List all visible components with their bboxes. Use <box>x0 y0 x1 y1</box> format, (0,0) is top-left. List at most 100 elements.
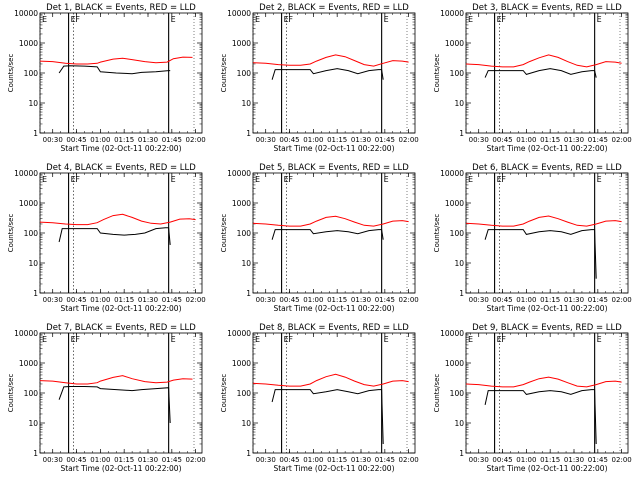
event-marker-label: E <box>384 15 389 24</box>
chart-title: Det 1, BLACK = Events, RED = LLD <box>46 3 196 13</box>
x-tick-label: 01:15 <box>540 296 560 304</box>
event-marker-label: E <box>597 15 602 24</box>
x-tick-label: 02:00 <box>612 296 632 304</box>
event-marker-label: E <box>71 175 76 184</box>
series-line-lld <box>465 215 622 227</box>
event-marker-label: E <box>468 15 473 24</box>
y-tick-label: 1 <box>246 289 251 298</box>
x-axis-label: Start Time (02-Oct-11 00:22:00) <box>273 464 394 473</box>
event-marker-label: E <box>42 335 47 344</box>
y-tick-label: 10 <box>454 99 464 108</box>
x-tick-label: 01:00 <box>303 296 323 304</box>
y-tick-label: 10000 <box>227 9 251 18</box>
y-axis-label: Counts/sec <box>7 214 15 253</box>
y-tick-label: 1000 <box>232 359 251 368</box>
x-tick-label: 00:45 <box>66 296 86 304</box>
y-tick-label: 10 <box>454 259 464 268</box>
x-tick-label: 00:45 <box>279 456 299 464</box>
event-marker-label: E <box>171 335 176 344</box>
x-tick-label: 01:00 <box>90 296 110 304</box>
series-line-events <box>58 65 171 75</box>
chart-title: Det 6, BLACK = Events, RED = LLD <box>472 163 622 173</box>
x-tick-label: 01:15 <box>327 136 347 144</box>
y-tick-label: 100 <box>24 229 39 238</box>
y-tick-label: 100 <box>450 69 465 78</box>
chart-title: Det 9, BLACK = Events, RED = LLD <box>472 323 622 333</box>
chart-panel-6: Det 6, BLACK = Events, RED = LLD 1 10 100 10… <box>433 163 632 313</box>
x-axis-label: Start Time (02-Oct-11 00:22:00) <box>273 304 394 313</box>
series-line-events <box>271 229 384 240</box>
x-tick-label: 01:30 <box>351 296 371 304</box>
x-tick-label: 01:00 <box>303 136 323 144</box>
y-tick-label: 1 <box>33 129 38 138</box>
y-tick-label: 10000 <box>14 9 38 18</box>
series-line-lld <box>39 213 196 226</box>
axes-frame <box>465 12 629 134</box>
x-tick-label: 00:30 <box>469 136 489 144</box>
chart-panel-4: Det 4, BLACK = Events, RED = LLD 1 10 100 10… <box>7 163 206 313</box>
y-tick-label: 10000 <box>227 329 251 338</box>
event-marker-label: F <box>288 15 293 24</box>
x-tick-label: 01:30 <box>564 296 584 304</box>
event-marker-label: E <box>255 15 260 24</box>
x-axis-label: Start Time (02-Oct-11 00:22:00) <box>60 144 181 153</box>
x-tick-label: 00:30 <box>256 296 276 304</box>
series-line-lld <box>465 54 622 68</box>
x-tick-label: 00:30 <box>43 456 63 464</box>
y-tick-label: 1 <box>246 449 251 458</box>
y-tick-label: 100 <box>237 69 252 78</box>
chart-panel-2: Det 2, BLACK = Events, RED = LLD 1 10 100 10… <box>220 3 419 153</box>
chart-title: Det 4, BLACK = Events, RED = LLD <box>46 163 196 173</box>
x-tick-label: 00:45 <box>66 456 86 464</box>
y-tick-label: 1 <box>459 289 464 298</box>
y-tick-label: 100 <box>24 389 39 398</box>
series-line-events <box>58 227 171 245</box>
series-line-lld <box>252 54 409 67</box>
series-line-lld <box>39 375 193 385</box>
y-tick-label: 1000 <box>445 39 464 48</box>
y-tick-label: 1 <box>459 129 464 138</box>
chart-panel-1: Det 1, BLACK = Events, RED = LLD 1 10 100 10… <box>7 3 206 153</box>
chart-title: Det 8, BLACK = Events, RED = LLD <box>259 323 409 333</box>
event-marker-label: E <box>497 335 502 344</box>
axes-frame <box>39 172 203 294</box>
x-tick-label: 01:45 <box>375 136 395 144</box>
event-marker-label: E <box>497 15 502 24</box>
x-tick-label: 01:45 <box>162 456 182 464</box>
x-tick-label: 02:00 <box>399 296 419 304</box>
x-tick-label: 01:45 <box>375 296 395 304</box>
axes-frame <box>465 172 629 294</box>
y-tick-label: 10 <box>241 419 251 428</box>
event-marker-label: E <box>71 15 76 24</box>
y-tick-label: 1000 <box>19 359 38 368</box>
chart-title: Det 3, BLACK = Events, RED = LLD <box>472 3 622 13</box>
series-line-lld <box>252 373 409 387</box>
x-tick-label: 01:00 <box>516 456 536 464</box>
x-tick-label: 02:00 <box>399 136 419 144</box>
x-tick-label: 01:15 <box>540 456 560 464</box>
x-tick-label: 01:30 <box>138 136 158 144</box>
x-tick-label: 01:30 <box>564 456 584 464</box>
y-tick-label: 10000 <box>14 169 38 178</box>
chart-panel-3: Det 3, BLACK = Events, RED = LLD 1 10 100 10… <box>433 3 632 153</box>
x-tick-label: 00:45 <box>492 456 512 464</box>
axes-frame <box>39 332 203 454</box>
x-axis-label: Start Time (02-Oct-11 00:22:00) <box>486 144 607 153</box>
y-tick-label: 1 <box>33 289 38 298</box>
x-tick-label: 01:15 <box>540 136 560 144</box>
event-marker-label: E <box>384 335 389 344</box>
y-axis-label: Counts/sec <box>220 214 228 253</box>
x-tick-label: 00:45 <box>66 136 86 144</box>
x-tick-label: 02:00 <box>186 456 206 464</box>
x-tick-label: 01:15 <box>114 136 134 144</box>
y-tick-label: 1000 <box>445 359 464 368</box>
series-line-events <box>271 68 384 80</box>
x-axis-label: Start Time (02-Oct-11 00:22:00) <box>60 464 181 473</box>
x-tick-label: 00:45 <box>279 136 299 144</box>
series-line-events <box>58 386 171 424</box>
x-tick-label: 01:45 <box>162 296 182 304</box>
y-tick-label: 100 <box>24 69 39 78</box>
chart-panel-8: Det 8, BLACK = Events, RED = LLD 1 10 100 10… <box>220 323 419 473</box>
chart-title: Det 5, BLACK = Events, RED = LLD <box>259 163 409 173</box>
